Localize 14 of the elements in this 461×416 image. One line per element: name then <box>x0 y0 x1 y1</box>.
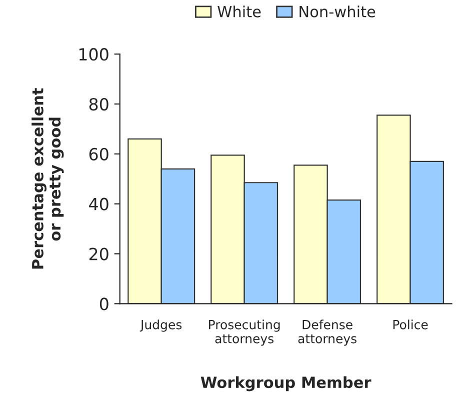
legend-label: White <box>218 6 261 18</box>
x-tick-label: Judges <box>140 320 182 332</box>
y-tick-label: 20 <box>89 248 108 260</box>
legend-label: Non-white <box>300 6 376 18</box>
y-tick-label: 80 <box>89 98 108 111</box>
x-tick-label: Defense attorneys <box>298 320 356 346</box>
x-axis-title: Workgroup Member <box>200 376 372 392</box>
y-tick-label: 0 <box>100 298 108 310</box>
x-tick-label: Prosecuting attorneys <box>209 320 280 346</box>
y-tick-label: 60 <box>89 148 108 160</box>
x-tick-label: Police <box>393 320 428 330</box>
y-tick-label: 40 <box>89 198 108 210</box>
y-tick-label: 100 <box>79 48 108 61</box>
y-axis-title: Percentage excellent or pretty good <box>32 88 64 269</box>
